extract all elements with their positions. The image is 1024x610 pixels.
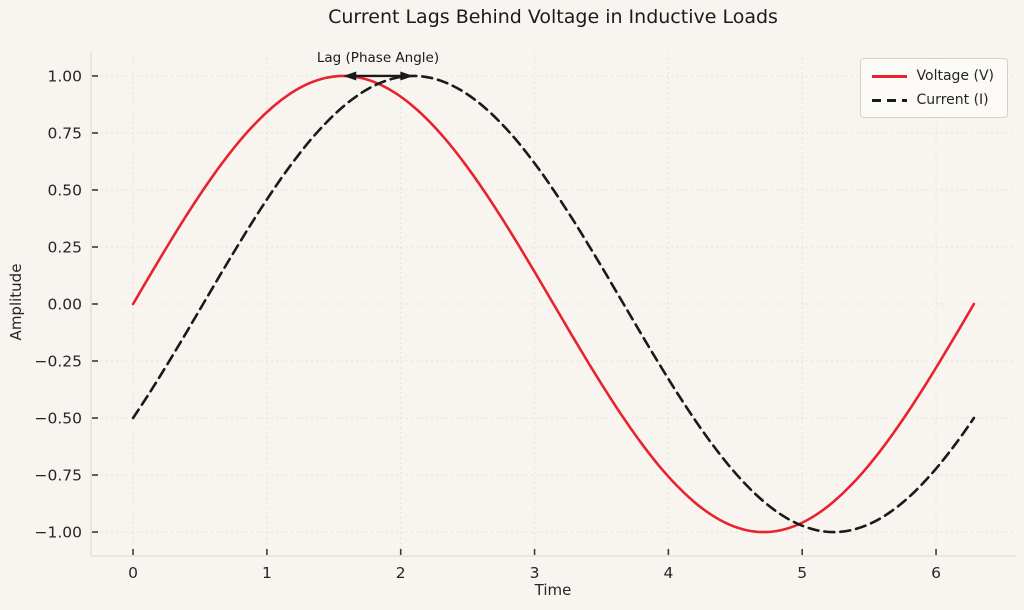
legend-label-current: Current (I) — [916, 92, 989, 108]
annotation-label: Lag (Phase Angle) — [316, 50, 440, 66]
x-tick-label: 5 — [797, 564, 807, 582]
y-tick-label: −0.25 — [35, 353, 83, 371]
y-axis-label: Amplitude — [7, 263, 25, 341]
x-tick-label: 6 — [931, 564, 941, 582]
y-tick-label: 1.00 — [47, 67, 82, 85]
legend-item-voltage: Voltage (V) — [871, 68, 994, 84]
y-tick-label: 0.75 — [47, 124, 82, 142]
current-line-sample-icon — [871, 98, 907, 102]
x-tick-label: 1 — [262, 564, 272, 582]
chart-title: Current Lags Behind Voltage in Inductive… — [328, 6, 778, 28]
legend-label-voltage: Voltage (V) — [916, 68, 994, 84]
voltage-line-sample-icon — [871, 74, 907, 78]
y-tick-label: −0.75 — [35, 467, 83, 485]
x-tick-label: 3 — [530, 564, 540, 582]
x-tick-label: 2 — [396, 564, 406, 582]
y-tick-label: 0.00 — [47, 296, 82, 314]
y-tick-label: −1.00 — [35, 524, 83, 542]
lag-arrow-head-left-icon — [343, 71, 357, 81]
x-tick-label: 4 — [663, 564, 673, 582]
lag-arrow-head-right-icon — [400, 71, 414, 81]
y-tick-label: 0.25 — [47, 238, 82, 256]
current-curve — [131, 74, 976, 534]
y-tick-label: 0.50 — [47, 181, 82, 199]
x-axis-label: Time — [534, 581, 572, 599]
legend-item-current: Current (I) — [871, 92, 994, 108]
voltage-curve — [131, 74, 976, 534]
legend: Voltage (V) Current (I) — [859, 58, 1008, 118]
x-tick-label: 0 — [128, 564, 138, 582]
y-tick-label: −0.50 — [35, 410, 83, 428]
